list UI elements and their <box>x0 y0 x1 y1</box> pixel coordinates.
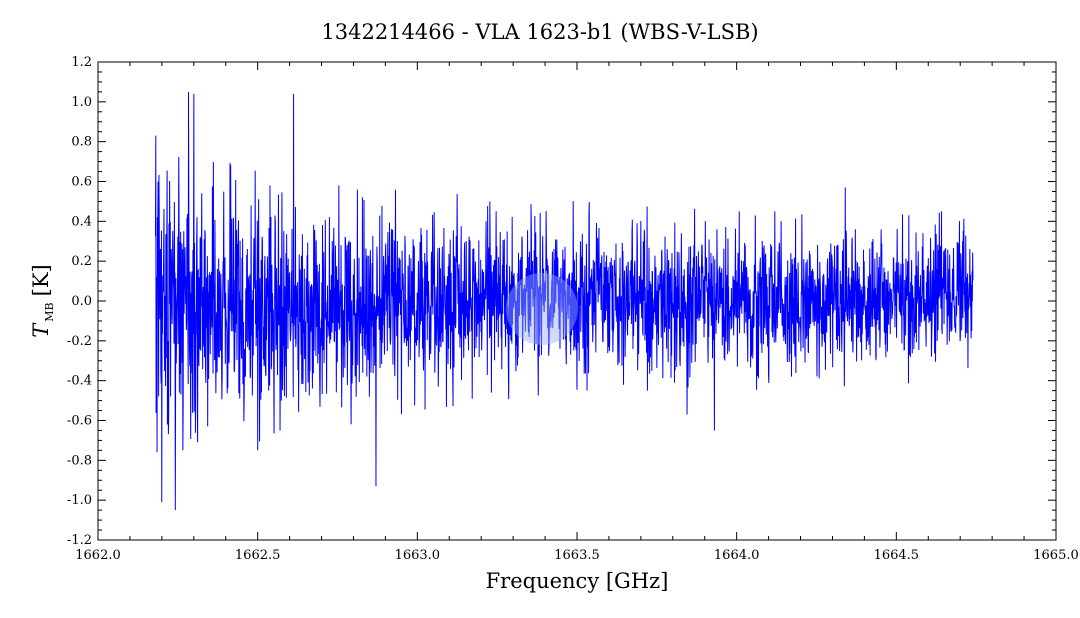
y-tick-label: -0.8 <box>67 453 92 468</box>
x-tick-label: 1662.5 <box>235 548 281 563</box>
x-axis-label: Frequency [GHz] <box>486 569 669 593</box>
chart-title: 1342214466 - VLA 1623-b1 (WBS-V-LSB) <box>321 20 758 44</box>
highlight-marker <box>505 272 578 345</box>
y-tick-label: -0.6 <box>67 414 92 429</box>
marker-layer <box>505 272 578 345</box>
y-tick-label: 0.6 <box>71 175 92 190</box>
y-tick-label: -0.4 <box>67 374 92 389</box>
y-tick-label: 0.0 <box>71 294 92 309</box>
x-tick-label: 1663.0 <box>395 548 441 563</box>
x-tick-label: 1662.0 <box>75 548 121 563</box>
y-tick-label: 1.0 <box>71 95 92 110</box>
x-axis-ticks: 1662.0 1662.5 1663.0 1663.5 1664.0 1664.5 1665… <box>75 62 1079 563</box>
y-axis-unit: [K] <box>29 264 53 296</box>
y-tick-label: -1.0 <box>67 493 92 508</box>
y-axis-symbol: T <box>29 322 53 338</box>
x-tick-label: 1663.5 <box>554 548 600 563</box>
x-tick-label: 1664.5 <box>874 548 920 563</box>
y-axis-ticks: -1.2 -1.0 -0.8 -0.6 -0.4 -0.2 0.0 0.2 0.4 0.6 0.8 1… <box>67 55 1056 548</box>
x-tick-label: 1664.0 <box>714 548 760 563</box>
x-tick-label: 1665.0 <box>1033 548 1079 563</box>
y-axis-subscript: MB <box>43 302 56 321</box>
y-tick-label: 0.2 <box>71 254 92 269</box>
spectrum-series-line <box>154 91 974 511</box>
y-tick-label: -1.2 <box>67 533 92 548</box>
series-layer <box>154 91 974 511</box>
y-axis-label: TMB [K] <box>29 264 56 337</box>
y-tick-label: 1.2 <box>71 55 92 70</box>
svg-text:TMB[K]: TMB [K] <box>29 264 56 337</box>
y-tick-label: 0.4 <box>71 214 92 229</box>
y-tick-label: 0.8 <box>71 135 92 150</box>
y-tick-label: -0.2 <box>67 334 92 349</box>
